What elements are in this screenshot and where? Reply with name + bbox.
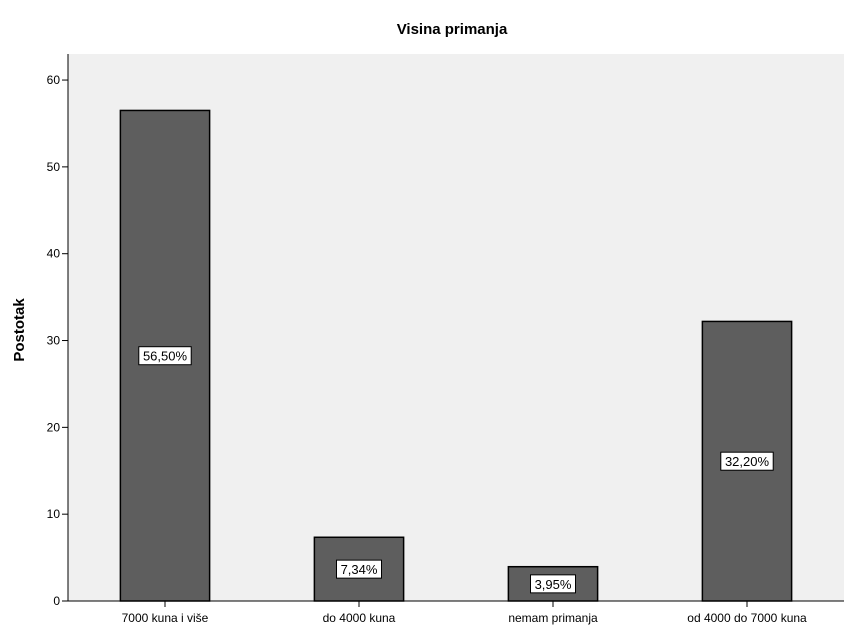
y-axis-label: Postotak [11, 298, 28, 362]
y-tick-label: 0 [53, 594, 60, 608]
x-tick-label: do 4000 kuna [323, 611, 396, 625]
bars-group: 56,50% 7,34% 3,95% 32,20% [119, 109, 793, 602]
y-tick-label: 20 [47, 420, 61, 434]
chart-title: Visina primanja [397, 21, 508, 38]
y-tick-label: 40 [47, 247, 61, 261]
x-axis: 7000 kuna i više do 4000 kuna nemam priman… [68, 600, 844, 625]
y-tick-label: 60 [47, 73, 61, 87]
x-tick-label: od 4000 do 7000 kuna [687, 611, 807, 625]
data-label-box [138, 346, 192, 366]
data-label: 7,34% [341, 562, 378, 577]
data-label-box [720, 451, 774, 471]
y-tick-label: 10 [47, 507, 61, 521]
y-tick-label: 30 [47, 334, 61, 348]
data-label: 3,95% [535, 577, 572, 592]
data-label-box [336, 559, 382, 579]
x-tick-label: 7000 kuna i više [122, 611, 209, 625]
data-label: 56,50% [143, 349, 188, 364]
x-tick-label: nemam primanja [508, 611, 598, 625]
data-label-box [530, 574, 576, 594]
data-label: 32,20% [725, 454, 770, 469]
y-axis: 0 10 20 30 40 50 60 [47, 54, 69, 608]
y-tick-label: 50 [47, 160, 61, 174]
